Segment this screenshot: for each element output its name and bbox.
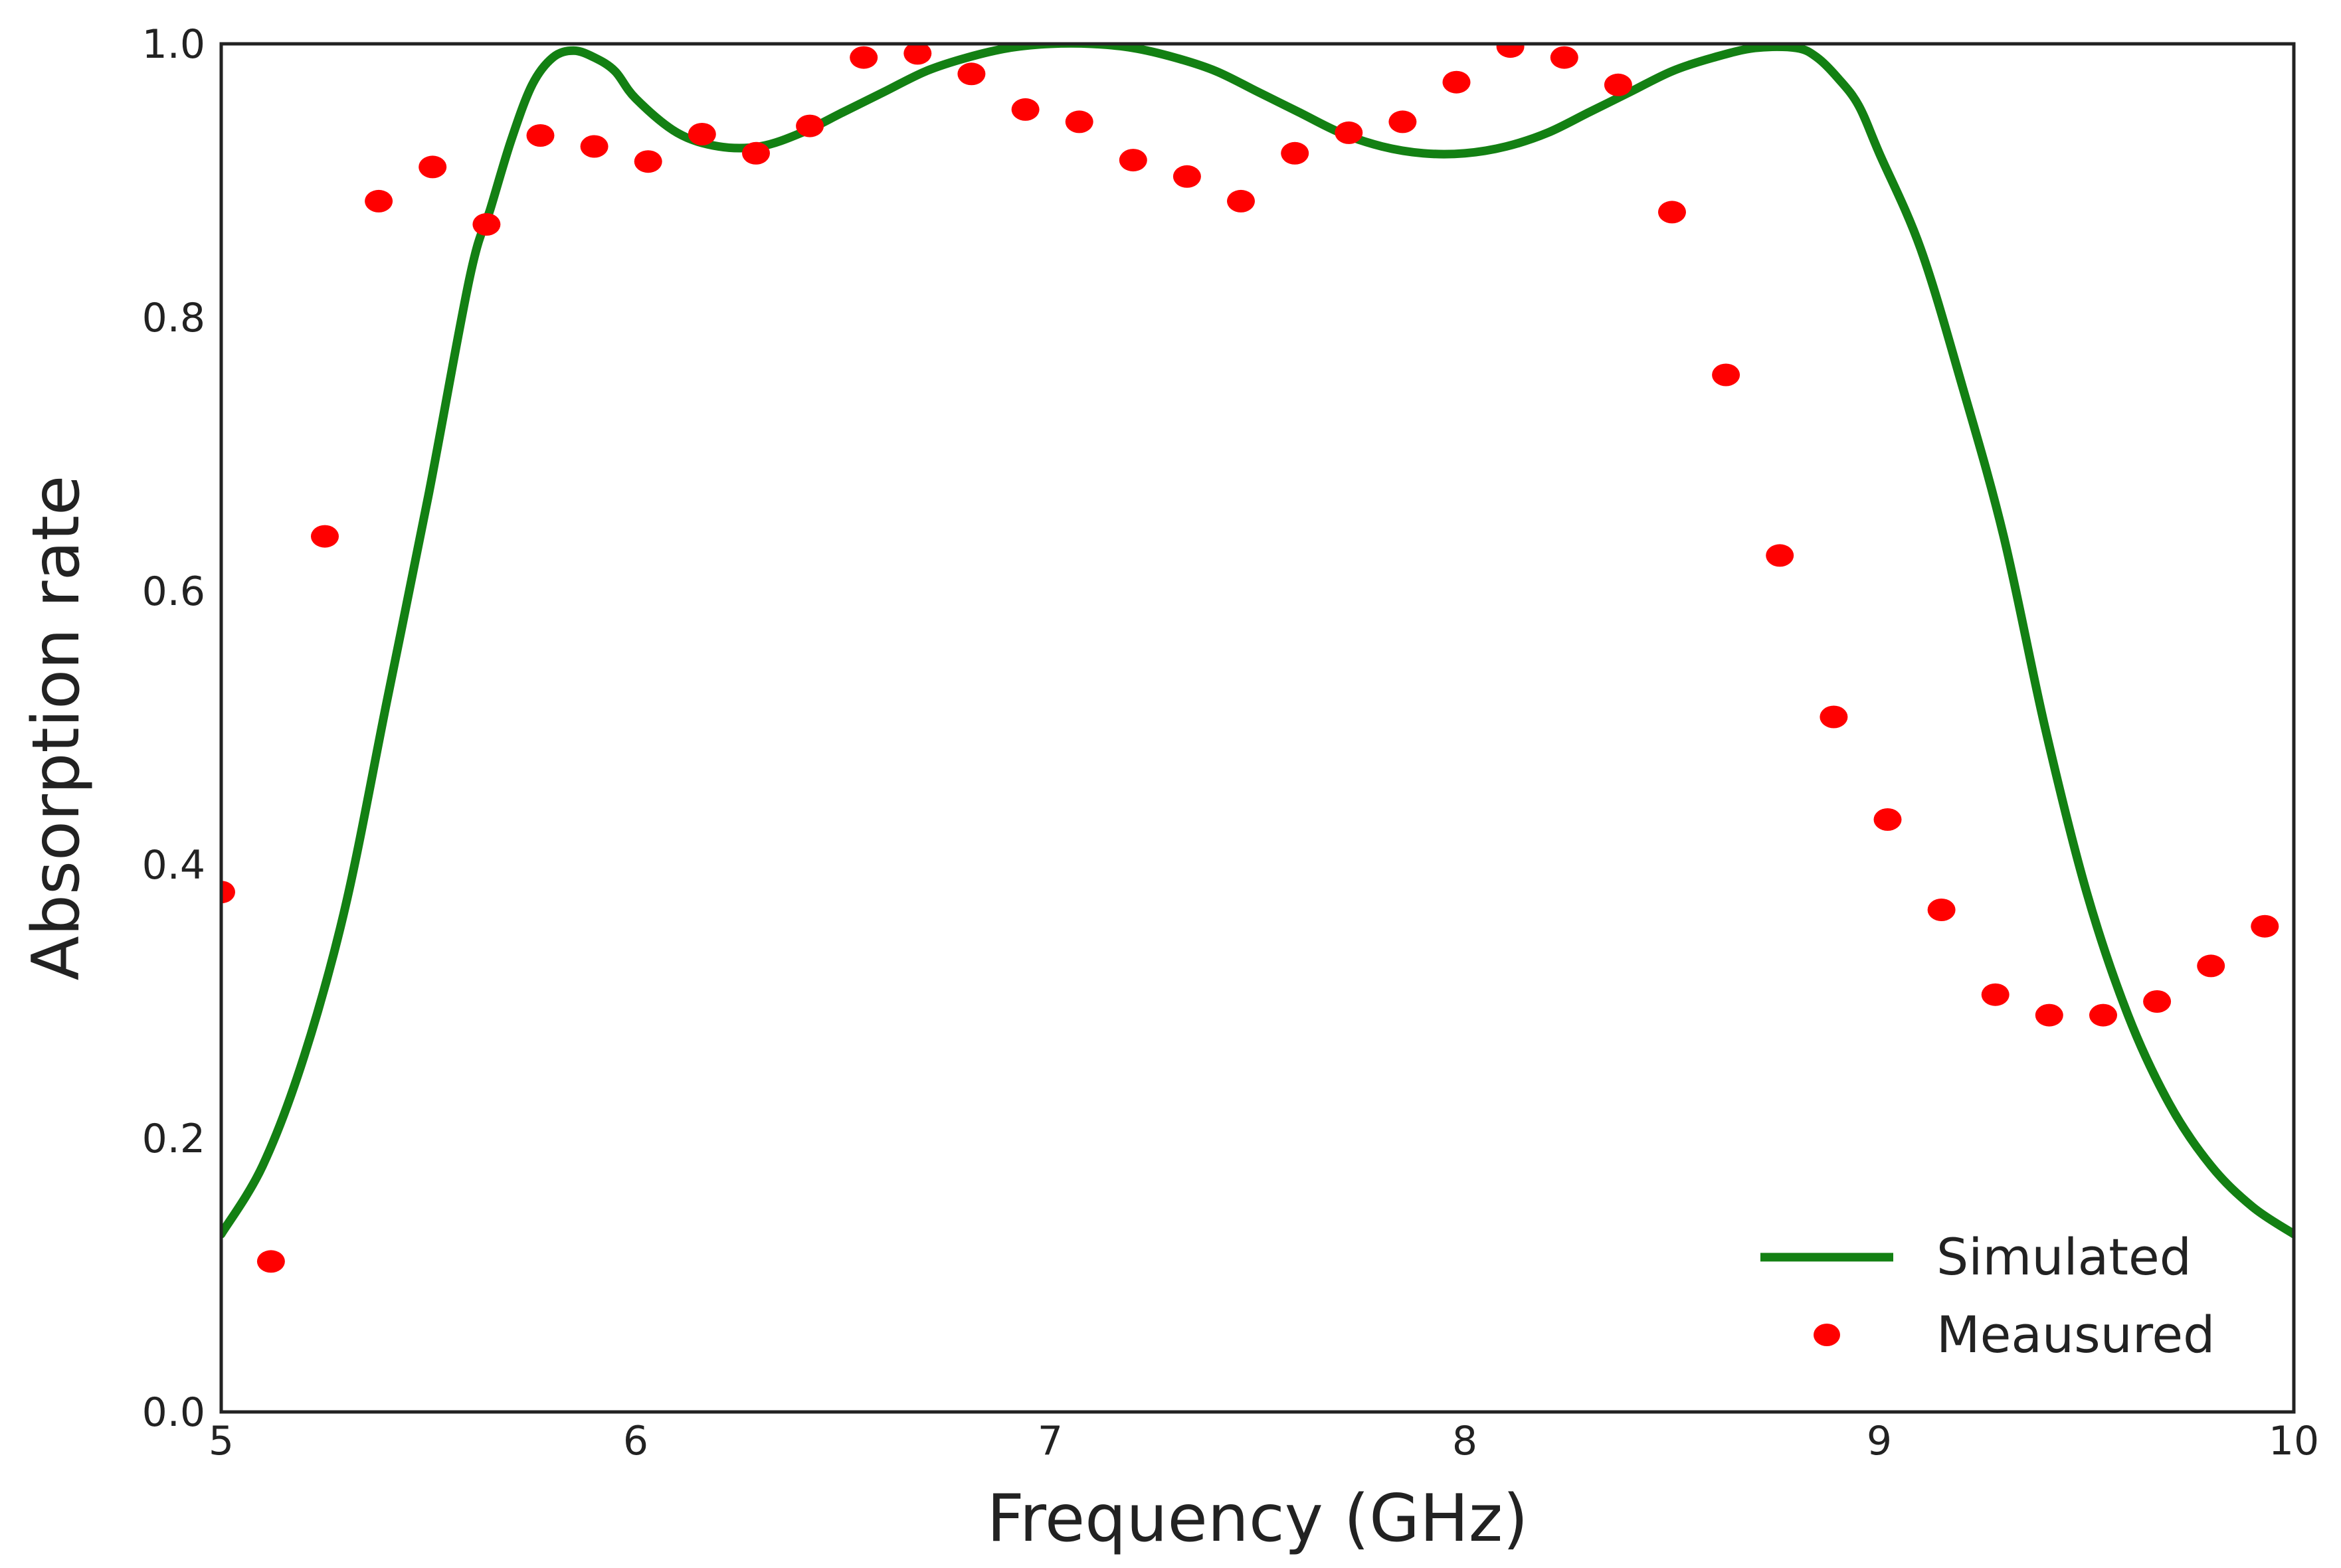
- measured-point: [742, 141, 770, 165]
- measured-point: [1820, 705, 1848, 729]
- measured-point: [311, 525, 339, 548]
- x-axis-title: Frequency (GHz): [987, 1481, 1529, 1557]
- measured-point: [2089, 1003, 2117, 1027]
- legend-label-measured: Meausured: [1936, 1305, 2215, 1364]
- measured-point: [2197, 954, 2225, 978]
- y-axis-title: Absorption rate: [19, 476, 94, 981]
- measured-point: [1604, 73, 1632, 96]
- x-tick-label: 9: [1867, 1418, 1892, 1464]
- series-points-measured: [221, 44, 2279, 1273]
- measured-point: [688, 123, 716, 145]
- measured-point: [1011, 98, 1040, 121]
- measured-point: [419, 155, 447, 179]
- measured-point: [221, 881, 235, 904]
- x-tick-label: 5: [209, 1418, 234, 1464]
- measured-point: [1172, 165, 1201, 188]
- measured-point: [2251, 915, 2279, 938]
- legend-label-simulated: Simulated: [1936, 1227, 2192, 1286]
- legend-swatch-measured: [1814, 1324, 1840, 1346]
- measured-point: [796, 114, 824, 137]
- x-tick-label: 8: [1452, 1418, 1477, 1464]
- x-tick-label: 6: [623, 1418, 648, 1464]
- legend: Simulated Meausured: [1760, 1227, 2215, 1364]
- measured-point: [1442, 70, 1471, 94]
- measured-point: [850, 46, 878, 69]
- x-tick-label: 7: [1038, 1418, 1063, 1464]
- measured-point: [1658, 201, 1686, 224]
- y-tick-label: 1.0: [142, 21, 205, 68]
- measured-point: [1281, 141, 1309, 165]
- measured-point: [1873, 808, 1902, 831]
- x-tick-label: 10: [2269, 1418, 2319, 1464]
- measured-point: [957, 62, 986, 86]
- plot-frame: [219, 42, 2296, 1414]
- measured-point: [1766, 544, 1794, 567]
- y-tick-label: 0.4: [142, 842, 205, 889]
- measured-point: [365, 189, 393, 213]
- measured-point: [2143, 990, 2172, 1013]
- y-tick-label: 0.2: [142, 1116, 205, 1162]
- measured-point: [1119, 149, 1147, 172]
- y-tick-label: 0.6: [142, 568, 205, 615]
- y-axis-ticks: 0.0 0.2 0.4 0.6 0.8 1.0: [142, 21, 205, 1436]
- measured-point: [580, 135, 609, 158]
- measured-point: [256, 1250, 285, 1273]
- measured-point: [1496, 44, 1525, 58]
- measured-point: [1388, 110, 1417, 133]
- measured-point: [1335, 121, 1363, 144]
- plot-area: [221, 44, 2294, 1273]
- measured-point: [903, 44, 932, 65]
- measured-point: [472, 213, 501, 236]
- measured-point: [1227, 189, 1255, 213]
- y-tick-label: 0.0: [142, 1389, 205, 1436]
- measured-point: [1981, 983, 2010, 1006]
- measured-point: [1927, 899, 1956, 921]
- y-tick-label: 0.8: [142, 295, 205, 341]
- measured-point: [1550, 46, 1578, 69]
- measured-point: [634, 150, 662, 173]
- measured-point: [526, 124, 555, 147]
- measured-point: [2035, 1003, 2063, 1027]
- x-axis-ticks: 5 6 7 8 9 10: [209, 1418, 2319, 1464]
- measured-point: [1065, 110, 1093, 133]
- measured-point: [1712, 363, 1740, 387]
